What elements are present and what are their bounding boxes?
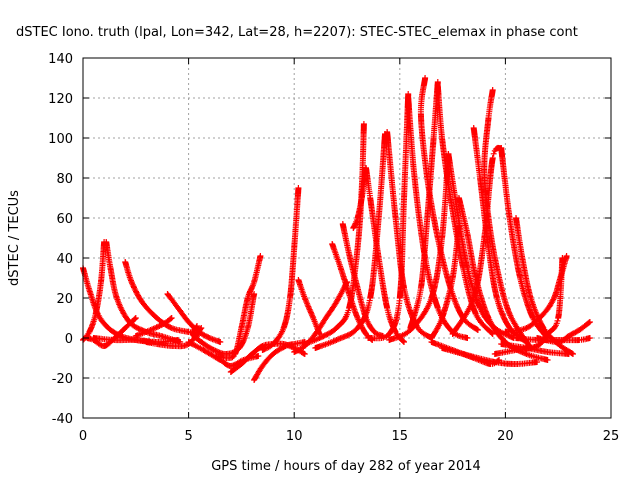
series-arc-25	[365, 91, 412, 342]
series-markers	[534, 319, 593, 345]
series-arc-07	[132, 315, 175, 339]
series-arc-32	[428, 223, 462, 341]
y-tick-label: 140	[48, 52, 73, 67]
x-tick-label: 0	[79, 429, 87, 444]
series-markers	[103, 239, 184, 345]
x-tick-label: 25	[603, 429, 620, 444]
series-markers	[405, 95, 471, 341]
series-arc-30	[386, 151, 452, 343]
y-tick-label: 40	[56, 252, 73, 267]
y-tick-label: 20	[56, 292, 73, 307]
y-axis-label: dSTEC / TECUs	[7, 190, 22, 286]
chart-title: dSTEC Iono. truth (lpal, Lon=342, Lat=28…	[16, 25, 578, 40]
x-tick-label: 15	[392, 429, 409, 444]
series-markers	[259, 185, 302, 353]
series-arc-26	[405, 95, 471, 341]
series-markers	[251, 339, 308, 383]
series-arc-23	[312, 131, 388, 351]
y-tick-label: 0	[65, 332, 73, 347]
y-tick-label: 60	[56, 212, 73, 227]
series-markers	[502, 253, 570, 335]
y-tick-label: 80	[56, 172, 73, 187]
chart-series-layer	[80, 75, 593, 383]
series-arc-03	[103, 239, 184, 345]
series-arc-45	[534, 319, 593, 345]
series-arc-02	[80, 239, 108, 343]
series-arc-43	[498, 341, 572, 357]
series-markers	[449, 144, 505, 337]
y-tick-label: -20	[52, 372, 73, 387]
series-arc-15	[259, 185, 302, 353]
series-arc-13	[213, 253, 264, 361]
series-markers	[213, 253, 264, 361]
x-tick-label: 20	[497, 429, 514, 444]
x-tick-label: 10	[286, 429, 303, 444]
series-markers	[386, 151, 452, 343]
chart-ticks: 0 5 10 15 20 25 -40 -20 0 20 40 60 80 100 120 140	[48, 52, 619, 444]
series-markers	[439, 345, 541, 367]
series-markers	[498, 341, 572, 357]
y-tick-label: 120	[48, 92, 73, 107]
series-arc-40	[439, 345, 541, 367]
series-arc-36	[449, 144, 505, 337]
series-arc-14	[251, 339, 308, 383]
x-axis-label: GPS time / hours of day 282 of year 2014	[211, 459, 481, 474]
y-tick-label: 100	[48, 132, 73, 147]
plot-frame	[82, 57, 612, 419]
x-tick-label: 5	[184, 429, 192, 444]
series-markers	[132, 315, 175, 339]
series-markers	[80, 239, 108, 343]
series-markers	[428, 223, 462, 341]
series-markers	[312, 131, 388, 351]
y-tick-label: -40	[52, 412, 73, 427]
series-markers	[365, 91, 412, 342]
series-arc-42	[502, 253, 570, 335]
